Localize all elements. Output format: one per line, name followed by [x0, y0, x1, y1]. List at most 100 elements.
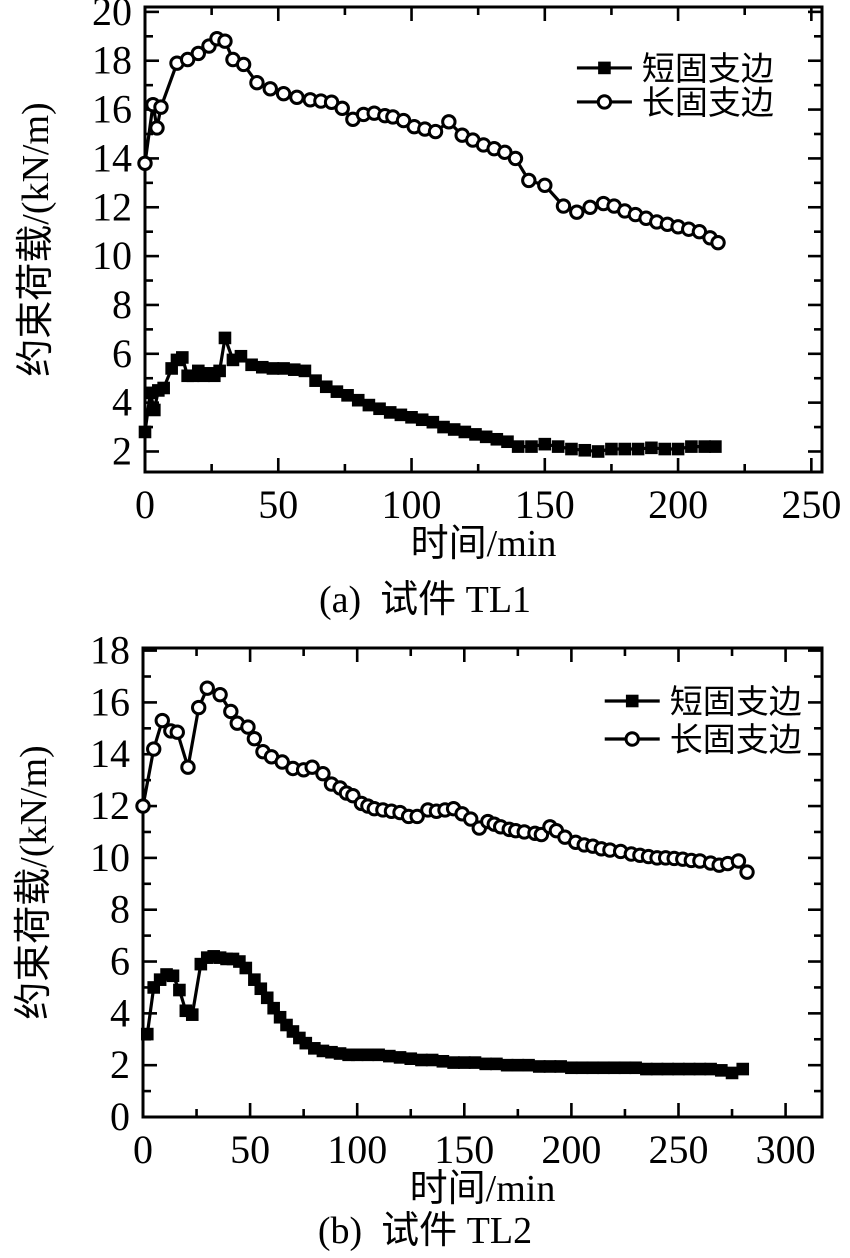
y-tick-label: 6: [110, 939, 130, 984]
series-short-edge: [140, 950, 750, 1080]
square-marker: [383, 406, 397, 419]
square-marker: [239, 961, 253, 975]
square-marker: [309, 374, 322, 387]
square-marker: [479, 430, 493, 444]
legend-label: 短固支边: [670, 684, 802, 721]
square-marker: [361, 1048, 375, 1062]
caption-tl2: (b) 试件 TL2: [317, 1210, 533, 1252]
y-tick-label: 0: [110, 1094, 130, 1139]
circle-marker: [409, 808, 425, 825]
circle-marker: [739, 864, 755, 880]
legend-circle-marker: [596, 94, 613, 110]
square-marker: [245, 358, 258, 372]
square-marker: [605, 442, 618, 456]
square-marker: [591, 445, 605, 458]
square-marker: [447, 1056, 460, 1069]
legend-label: 长固支边: [642, 85, 774, 122]
circle-marker: [537, 177, 553, 193]
square-marker: [618, 442, 632, 456]
legend-item: 长固支边: [604, 722, 802, 759]
x-tick-label: 0: [135, 482, 155, 527]
y-tick-label: 2: [110, 1042, 130, 1087]
circle-marker: [710, 234, 726, 251]
circle-marker: [146, 741, 162, 757]
square-marker: [185, 1008, 199, 1021]
square-marker: [725, 1066, 739, 1080]
y-tick-label: 10: [90, 835, 130, 880]
square-marker: [501, 435, 514, 449]
x-tick-label: 200: [648, 482, 708, 527]
square-marker: [437, 420, 450, 434]
circle-marker: [582, 199, 598, 215]
circle-marker: [441, 114, 457, 130]
square-marker: [260, 991, 274, 1005]
square-marker: [405, 410, 418, 424]
x-tick-label: 100: [382, 482, 442, 527]
y-tick-label: 14: [92, 135, 132, 180]
square-marker: [447, 423, 461, 436]
square-marker: [511, 440, 525, 453]
circle-marker: [249, 75, 265, 91]
square-marker: [330, 385, 344, 398]
y-tick-label: 16: [92, 87, 132, 132]
x-tick-label: 50: [230, 1127, 270, 1172]
circle-marker: [223, 703, 239, 720]
square-marker: [685, 440, 698, 453]
square-marker: [415, 413, 429, 427]
y-tick-label: 2: [112, 428, 132, 473]
x-tick-label: 0: [133, 1127, 153, 1172]
circle-marker: [275, 85, 292, 102]
square-marker: [176, 351, 189, 364]
y-tick-label: 18: [92, 38, 132, 83]
plot-frame: [143, 5, 824, 474]
x-tick-label: 150: [434, 1127, 494, 1172]
square-marker: [234, 349, 248, 363]
square-marker: [266, 362, 280, 375]
square-marker: [543, 1060, 557, 1073]
circle-marker: [304, 759, 320, 775]
square-marker: [575, 1061, 589, 1075]
circle-marker: [555, 198, 572, 214]
square-marker: [436, 1054, 450, 1068]
square-marker: [538, 437, 552, 451]
circle-marker: [190, 699, 207, 716]
square-marker: [736, 1062, 750, 1076]
x-axis-label: 时间/min: [410, 1168, 556, 1206]
x-tick-label: 200: [541, 1127, 601, 1172]
x-tick-label: 150: [515, 482, 575, 527]
square-marker: [490, 1057, 503, 1071]
square-marker: [565, 442, 578, 456]
square-marker: [693, 1062, 707, 1076]
circle-marker: [427, 123, 444, 140]
x-tick-label: 250: [648, 1127, 708, 1172]
circle-marker: [149, 120, 165, 136]
square-marker: [658, 442, 672, 456]
circle-marker: [137, 155, 153, 172]
square-marker: [277, 362, 290, 375]
circle-marker: [334, 100, 350, 117]
square-marker: [500, 1058, 514, 1072]
circle-marker: [199, 680, 215, 696]
square-marker: [426, 415, 440, 429]
y-tick-label: 20: [92, 0, 132, 34]
y-tick-label: 10: [92, 233, 132, 278]
square-marker: [362, 398, 376, 412]
square-marker: [468, 1056, 482, 1069]
y-axis-label: 约束荷载/(kN/m): [15, 102, 57, 376]
square-marker: [490, 432, 504, 446]
square-marker: [341, 389, 354, 402]
caption-tl1: (a) 试件 TL1: [318, 579, 532, 621]
x-tick-label: 50: [258, 482, 298, 527]
square-marker: [661, 1062, 675, 1076]
square-marker: [351, 393, 365, 407]
y-tick-label: 4: [110, 990, 130, 1035]
square-marker: [218, 331, 232, 345]
circle-marker: [135, 798, 151, 814]
x-axis-label: 时间/min: [411, 523, 557, 565]
circle-marker: [730, 853, 747, 869]
square-marker: [554, 1060, 567, 1073]
square-marker: [618, 1061, 632, 1075]
circle-marker: [246, 730, 263, 747]
